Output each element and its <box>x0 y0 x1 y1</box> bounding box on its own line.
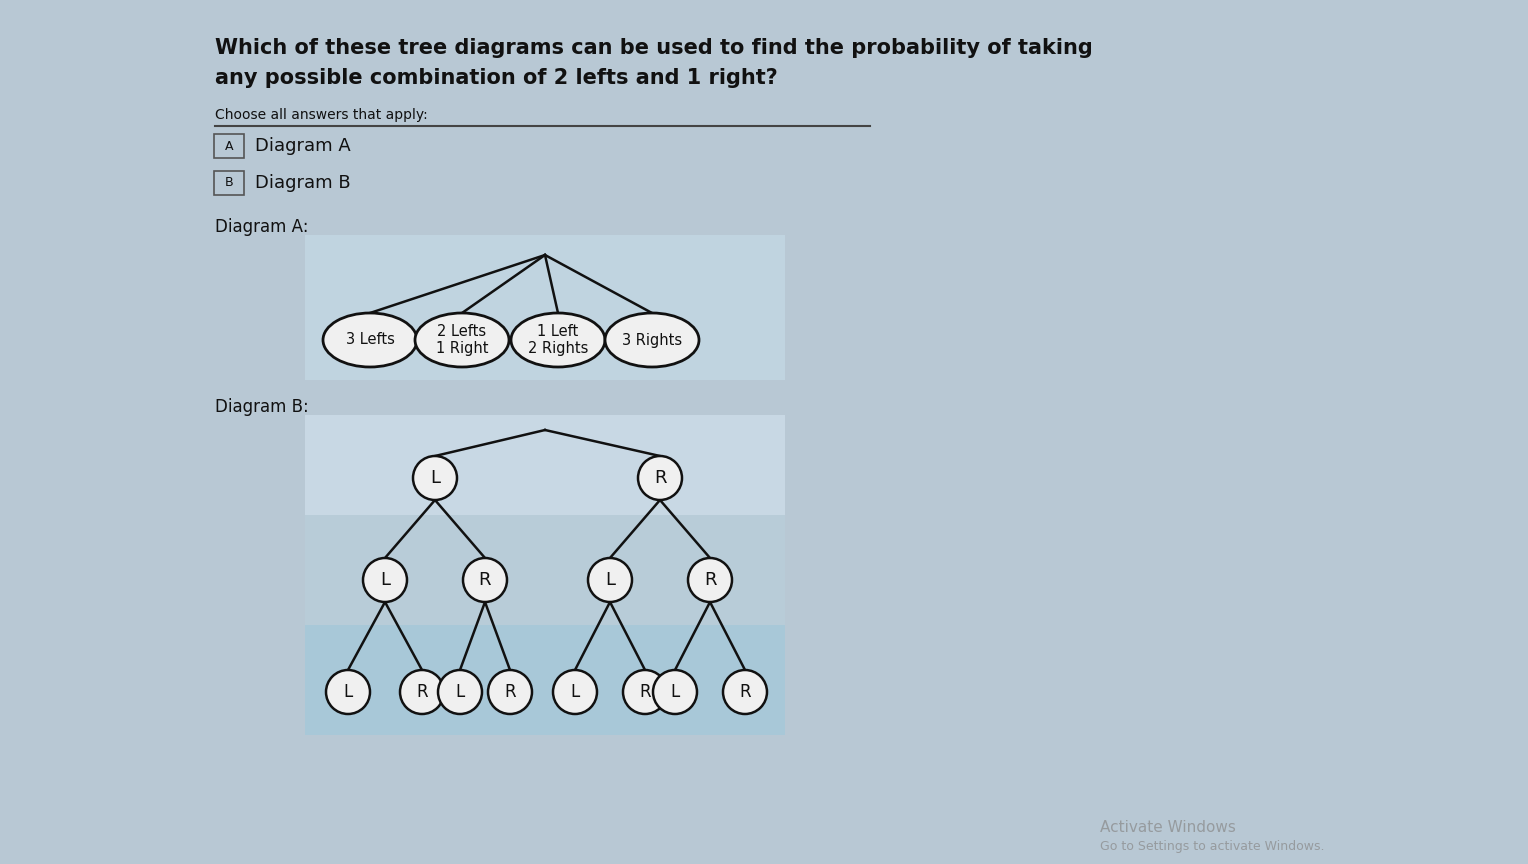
Circle shape <box>652 670 697 714</box>
Text: 1 Left
2 Rights: 1 Left 2 Rights <box>527 324 588 356</box>
Text: Which of these tree diagrams can be used to find the probability of taking: Which of these tree diagrams can be used… <box>215 38 1093 58</box>
Circle shape <box>463 558 507 602</box>
Text: L: L <box>570 683 579 701</box>
FancyBboxPatch shape <box>214 134 244 158</box>
Ellipse shape <box>605 313 698 367</box>
Text: Diagram A: Diagram A <box>255 137 351 155</box>
Text: Go to Settings to activate Windows.: Go to Settings to activate Windows. <box>1100 840 1325 853</box>
Ellipse shape <box>510 313 605 367</box>
Ellipse shape <box>322 313 417 367</box>
Text: 2 Lefts
1 Right: 2 Lefts 1 Right <box>435 324 489 356</box>
Circle shape <box>623 670 668 714</box>
Circle shape <box>688 558 732 602</box>
Text: Diagram B: Diagram B <box>255 174 350 192</box>
Text: R: R <box>504 683 516 701</box>
Bar <box>306 415 785 515</box>
Circle shape <box>413 456 457 500</box>
Text: L: L <box>671 683 680 701</box>
Circle shape <box>723 670 767 714</box>
Text: L: L <box>455 683 465 701</box>
Text: Activate Windows: Activate Windows <box>1100 820 1236 835</box>
Text: L: L <box>429 469 440 487</box>
Text: R: R <box>704 571 717 589</box>
Circle shape <box>364 558 406 602</box>
Text: R: R <box>639 683 651 701</box>
Text: Diagram B:: Diagram B: <box>215 398 309 416</box>
Text: 3 Lefts: 3 Lefts <box>345 333 394 347</box>
Circle shape <box>325 670 370 714</box>
FancyBboxPatch shape <box>214 171 244 195</box>
Text: Diagram A:: Diagram A: <box>215 218 309 236</box>
Text: Choose all answers that apply:: Choose all answers that apply: <box>215 108 428 122</box>
Text: A: A <box>225 139 234 153</box>
Text: R: R <box>416 683 428 701</box>
Text: any possible combination of 2 lefts and 1 right?: any possible combination of 2 lefts and … <box>215 68 778 88</box>
Bar <box>306 235 785 380</box>
Bar <box>306 625 785 735</box>
Text: R: R <box>740 683 750 701</box>
Text: L: L <box>605 571 614 589</box>
Circle shape <box>487 670 532 714</box>
Circle shape <box>639 456 681 500</box>
Text: R: R <box>654 469 666 487</box>
Text: R: R <box>478 571 490 589</box>
Circle shape <box>553 670 597 714</box>
Text: 3 Rights: 3 Rights <box>622 333 681 347</box>
Text: L: L <box>344 683 353 701</box>
Circle shape <box>588 558 633 602</box>
Text: L: L <box>380 571 390 589</box>
Text: B: B <box>225 176 234 189</box>
Circle shape <box>400 670 445 714</box>
Ellipse shape <box>416 313 509 367</box>
Bar <box>306 515 785 625</box>
Circle shape <box>439 670 481 714</box>
